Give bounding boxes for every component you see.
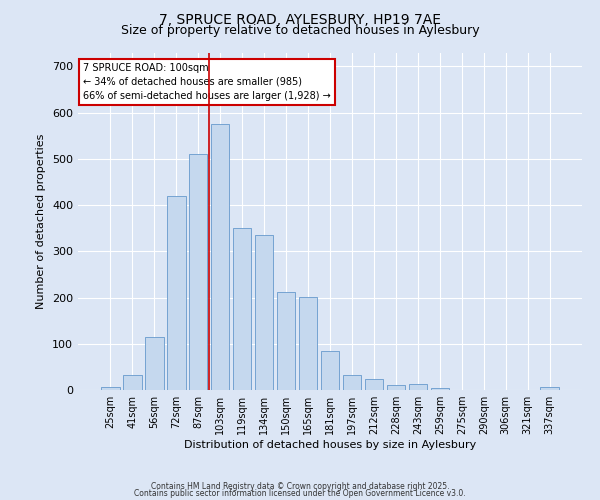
Bar [409,384,427,390]
Bar [320,350,340,390]
Text: 7 SPRUCE ROAD: 100sqm
← 34% of detached houses are smaller (985)
66% of semi-det: 7 SPRUCE ROAD: 100sqm ← 34% of detached … [83,62,331,100]
Bar [123,374,142,390]
Y-axis label: Number of detached properties: Number of detached properties [37,134,46,309]
Bar [233,228,251,390]
Bar [211,124,229,390]
Bar [277,292,295,390]
Bar [541,387,559,390]
Text: Contains HM Land Registry data © Crown copyright and database right 2025.: Contains HM Land Registry data © Crown c… [151,482,449,491]
Bar [431,388,449,390]
Bar [255,235,274,390]
Bar [167,196,185,390]
X-axis label: Distribution of detached houses by size in Aylesbury: Distribution of detached houses by size … [184,440,476,450]
Bar [189,154,208,390]
Bar [343,374,361,390]
Bar [365,380,383,390]
Bar [299,296,317,390]
Text: 7, SPRUCE ROAD, AYLESBURY, HP19 7AE: 7, SPRUCE ROAD, AYLESBURY, HP19 7AE [159,12,441,26]
Text: Size of property relative to detached houses in Aylesbury: Size of property relative to detached ho… [121,24,479,37]
Bar [386,386,405,390]
Text: Contains public sector information licensed under the Open Government Licence v3: Contains public sector information licen… [134,489,466,498]
Bar [101,387,119,390]
Bar [145,338,164,390]
